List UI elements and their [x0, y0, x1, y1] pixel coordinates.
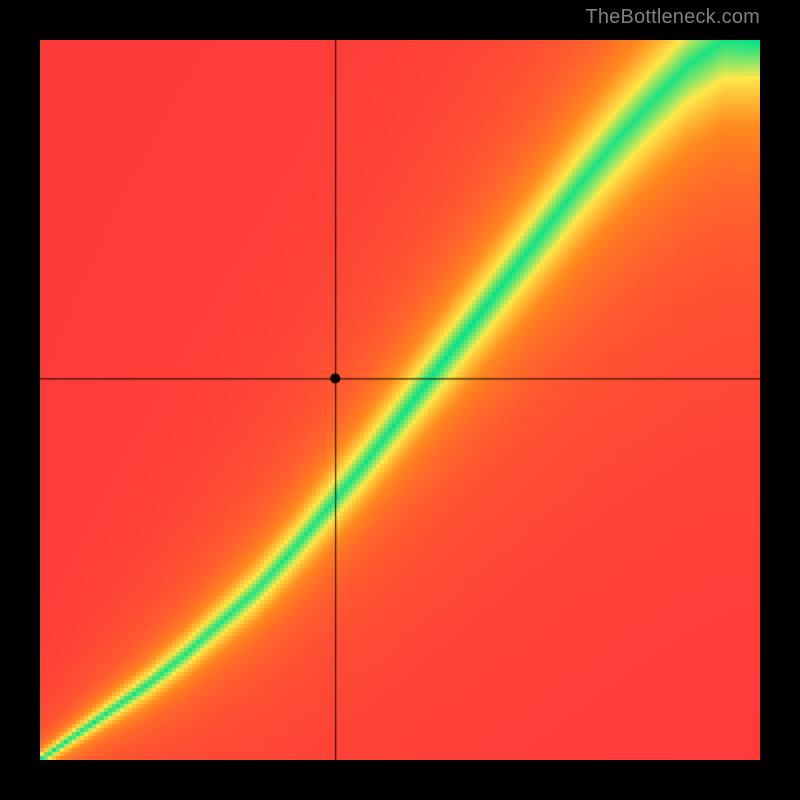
plot-area	[40, 40, 760, 760]
bottleneck-heatmap-canvas	[40, 40, 760, 760]
chart-outer-frame: TheBottleneck.com	[0, 0, 800, 800]
watermark-text: TheBottleneck.com	[585, 6, 760, 29]
